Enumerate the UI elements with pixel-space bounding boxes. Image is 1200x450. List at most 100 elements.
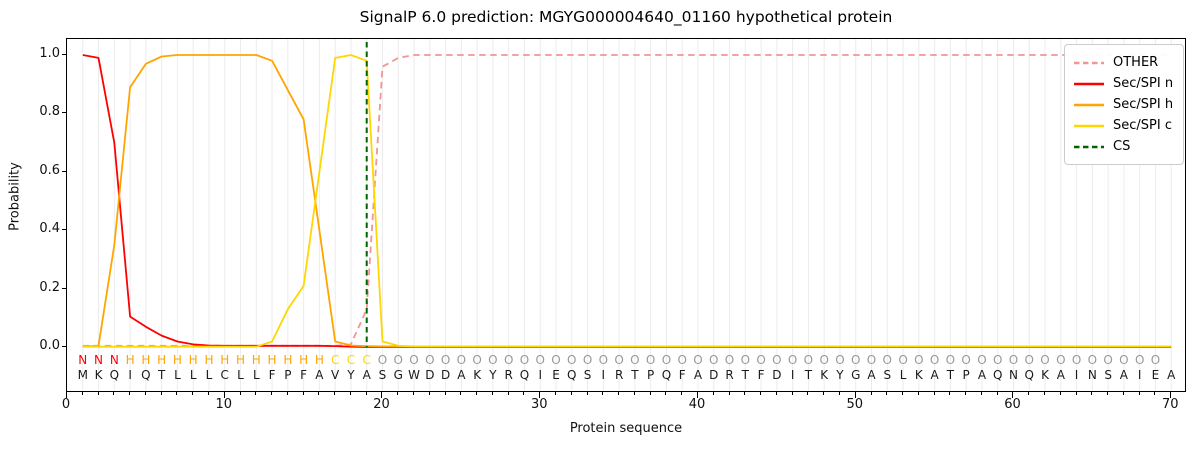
y-tick-label: 0.0 — [39, 338, 60, 354]
x-minor-tick — [397, 392, 399, 395]
x-minor-tick — [1059, 392, 1061, 395]
y-tick-label: 0.6 — [39, 162, 60, 178]
residue-letter: Q — [567, 368, 577, 382]
residue-letter: L — [899, 368, 907, 382]
region-label: O — [1150, 353, 1161, 367]
residue-letter: T — [631, 368, 639, 382]
x-minor-tick — [665, 392, 667, 395]
x-minor-tick — [302, 392, 304, 395]
x-major-tick — [66, 392, 67, 398]
residue-letter: G — [393, 368, 403, 382]
residue-letter: L — [252, 368, 260, 382]
residue-letter: L — [189, 368, 197, 382]
x-minor-tick — [949, 392, 951, 395]
legend-item: Sec/SPI h — [1074, 94, 1173, 115]
region-label: O — [472, 353, 482, 367]
residue-letter: P — [962, 368, 970, 382]
region-label: H — [267, 353, 277, 367]
legend-item-label: Sec/SPI h — [1113, 97, 1174, 112]
region-label: O — [1040, 353, 1050, 367]
x-minor-tick — [176, 392, 178, 395]
y-tick-mark — [62, 112, 66, 114]
x-minor-tick — [271, 392, 273, 395]
x-minor-tick — [728, 392, 730, 395]
residue-letter: D — [709, 368, 719, 382]
y-tick-label: 0.4 — [39, 221, 60, 237]
x-minor-tick — [570, 392, 572, 395]
curve-other — [82, 54, 1172, 347]
x-minor-tick — [476, 392, 478, 395]
residue-letter: I — [128, 368, 132, 382]
region-label: O — [409, 353, 419, 367]
x-minor-tick — [886, 392, 888, 395]
residue-letter: A — [977, 368, 987, 382]
region-label: O — [519, 353, 530, 367]
region-label: O — [677, 353, 687, 367]
y-tick-mark — [62, 170, 66, 172]
x-minor-tick — [428, 392, 430, 395]
x-minor-tick — [349, 392, 351, 395]
region-label: H — [251, 353, 261, 367]
residue-letter: I — [790, 368, 795, 382]
region-label: O — [961, 353, 971, 367]
x-minor-tick — [1107, 392, 1109, 395]
region-label: N — [94, 353, 104, 367]
legend-line-sample — [1074, 145, 1104, 148]
chart-title: SignalP 6.0 prediction: MGYG000004640_01… — [359, 8, 893, 26]
residue-letter: T — [741, 368, 749, 382]
x-minor-tick — [255, 392, 257, 395]
x-minor-tick — [917, 392, 919, 395]
x-tick-label: 20 — [373, 397, 390, 412]
legend-item: OTHER — [1074, 52, 1173, 73]
x-minor-tick — [775, 392, 777, 395]
region-label: O — [440, 353, 451, 367]
x-minor-tick — [791, 392, 793, 395]
x-minor-tick — [980, 392, 982, 395]
x-major-tick — [1012, 392, 1014, 398]
x-minor-tick — [192, 392, 194, 395]
x-minor-tick — [207, 392, 209, 395]
curve-sec-spi-c — [82, 54, 1172, 348]
region-label: O — [898, 353, 908, 367]
x-minor-tick — [838, 392, 840, 395]
region-label: O — [992, 353, 1003, 367]
x-minor-tick — [586, 392, 588, 395]
x-minor-tick — [744, 392, 746, 395]
legend-item: CS — [1074, 136, 1173, 157]
residue-letter: Q — [141, 368, 151, 382]
region-label: O — [787, 353, 798, 367]
x-minor-tick — [760, 392, 762, 395]
x-minor-tick — [870, 392, 872, 395]
residue-letter: Y — [836, 368, 844, 382]
x-minor-tick — [113, 392, 115, 395]
legend-item: Sec/SPI n — [1074, 73, 1173, 94]
region-label: O — [724, 353, 735, 367]
legend-line-sample — [1074, 103, 1104, 106]
x-minor-tick — [996, 392, 998, 395]
region-label: O — [456, 353, 467, 367]
x-minor-tick — [712, 392, 714, 395]
residue-letter: S — [378, 368, 387, 382]
region-label: C — [346, 353, 356, 367]
residue-letter: L — [174, 368, 181, 382]
residue-letter: T — [804, 368, 813, 382]
region-label: O — [882, 353, 893, 367]
curve-sec-spi-h — [82, 54, 1172, 348]
y-tick-mark — [62, 54, 66, 55]
x-minor-tick — [1154, 392, 1156, 395]
region-label: O — [929, 353, 940, 367]
region-label: O — [535, 353, 545, 367]
x-minor-tick — [460, 392, 462, 395]
x-minor-tick — [129, 392, 131, 395]
x-minor-tick — [1028, 392, 1030, 395]
x-minor-tick — [633, 392, 635, 395]
region-label: H — [283, 353, 293, 367]
y-tick-label: 1.0 — [39, 46, 60, 61]
residue-letter: Q — [519, 368, 530, 382]
residue-letter: A — [930, 368, 939, 382]
residue-letter: I — [1074, 368, 1079, 382]
x-minor-tick — [523, 392, 525, 395]
x-minor-tick — [318, 392, 320, 395]
residue-letter: K — [473, 368, 482, 382]
residue-letter: E — [552, 368, 560, 382]
